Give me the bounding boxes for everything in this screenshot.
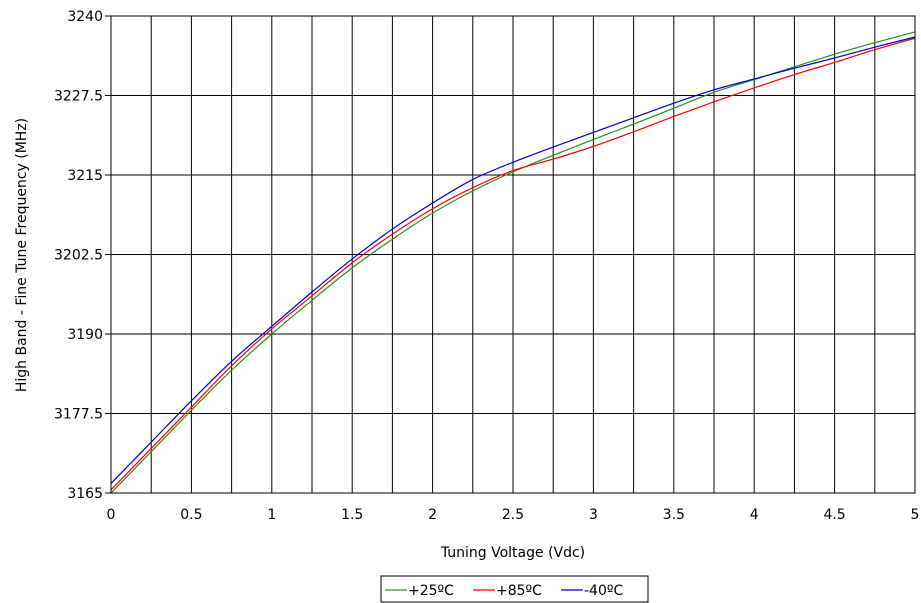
plot-frame <box>110 15 916 494</box>
y-tick-label: 3227.5 <box>54 89 103 105</box>
y-axis-title: High Band - Fine Tune Frequency (MHz) <box>14 118 30 392</box>
x-tick-label: 3 <box>589 507 598 523</box>
x-tick-label: 1.5 <box>341 507 363 523</box>
y-tick-labels: 3165 3177.5 3190 3202.5 3215 3227.5 3240 <box>54 9 103 502</box>
y-tick-label: 3202.5 <box>54 248 103 264</box>
series-layer <box>110 31 916 494</box>
series-line <box>110 31 916 494</box>
x-tick-label: 0 <box>107 507 116 523</box>
x-tick-label: 3.5 <box>663 507 685 523</box>
x-tick-label: 4 <box>750 507 759 523</box>
legend-box <box>380 575 649 603</box>
x-tick-label: 2 <box>428 507 437 523</box>
y-tick-label: 3215 <box>67 168 103 184</box>
x-tick-label: 4.5 <box>823 507 845 523</box>
legend: +25ºC +85ºC -40ºC <box>380 575 649 603</box>
series-line <box>110 36 916 484</box>
y-tick-label: 3240 <box>67 9 103 25</box>
y-tick-label: 3190 <box>67 327 103 343</box>
x-axis-title: Tuning Voltage (Vdc) <box>440 545 585 561</box>
legend-label: +25ºC <box>408 583 454 599</box>
legend-label: -40ºC <box>584 583 623 599</box>
x-tick-label: 1 <box>267 507 276 523</box>
x-tick-label: 2.5 <box>502 507 524 523</box>
series-line <box>110 37 916 491</box>
y-tick-label: 3165 <box>67 486 103 502</box>
y-tick-label: 3177.5 <box>54 407 103 423</box>
legend-label: +85ºC <box>496 583 542 599</box>
x-tick-labels: 0 0.5 1 1.5 2 2.5 3 3.5 4 4.5 5 <box>107 507 920 523</box>
x-tick-label: 0.5 <box>180 507 202 523</box>
x-tick-label: 5 <box>911 507 920 523</box>
